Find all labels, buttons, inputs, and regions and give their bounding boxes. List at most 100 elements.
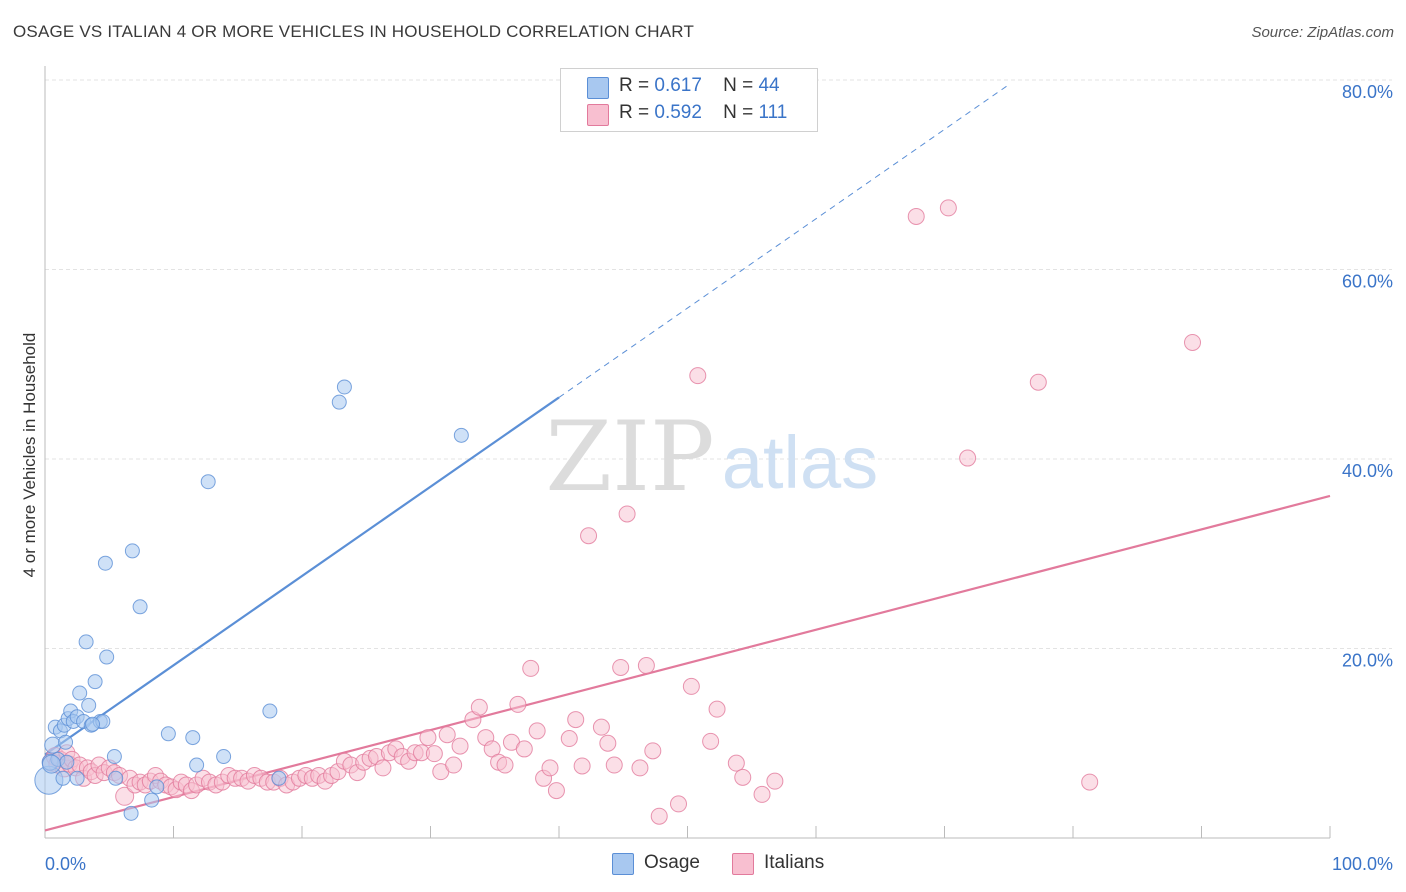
- watermark: ZIP atlas: [545, 401, 878, 513]
- italians-point: [515, 740, 533, 758]
- italians-point: [522, 659, 540, 677]
- y-tick-label: 60.0%: [1342, 272, 1393, 292]
- n-value: 44: [758, 75, 780, 96]
- watermark-zip: ZIP: [545, 401, 714, 513]
- n-label: N =: [723, 102, 754, 123]
- osage-point: [453, 427, 469, 443]
- italians-point: [115, 786, 135, 806]
- italians-point: [907, 207, 925, 225]
- osage-point: [58, 734, 74, 750]
- osage-swatch: [587, 77, 609, 99]
- osage-point: [132, 599, 148, 615]
- italians-point: [1081, 773, 1099, 791]
- osage-point: [336, 379, 352, 395]
- italians-point: [438, 726, 456, 744]
- italians-point: [766, 772, 784, 790]
- osage-point: [85, 716, 101, 732]
- italians-point: [727, 754, 745, 772]
- osage-point: [69, 770, 85, 786]
- chart-title: OSAGE VS ITALIAN 4 OR MORE VEHICLES IN H…: [13, 22, 695, 41]
- axes: [44, 66, 1331, 839]
- italians-point: [599, 734, 617, 752]
- italians-point: [734, 768, 752, 786]
- watermark-atlas: atlas: [722, 421, 878, 504]
- italians-point: [650, 807, 668, 825]
- italians-point: [528, 722, 546, 740]
- n-value: 111: [758, 102, 788, 123]
- osage-point: [124, 543, 140, 559]
- italians-point: [959, 449, 977, 467]
- osage-point: [189, 757, 205, 773]
- data-points: [34, 199, 1202, 825]
- osage-point: [271, 770, 287, 786]
- italians-point: [605, 756, 623, 774]
- osage-point: [123, 805, 139, 821]
- osage-point: [262, 703, 278, 719]
- italians-point: [637, 657, 655, 675]
- italians-point: [541, 759, 559, 777]
- x-tick-label: 100.0%: [1332, 854, 1393, 874]
- osage-point: [81, 697, 97, 713]
- osage-swatch: [612, 853, 634, 875]
- italians-point: [618, 505, 636, 523]
- italians-point: [644, 742, 662, 760]
- chart-source: Source: ZipAtlas.com: [1251, 24, 1394, 41]
- osage-point: [200, 474, 216, 490]
- r-label: R =: [619, 75, 650, 96]
- osage-point: [41, 754, 61, 774]
- italians-point: [939, 199, 957, 217]
- y-tick-label: 20.0%: [1342, 651, 1393, 671]
- osage-point: [78, 634, 94, 650]
- osage-point: [144, 792, 160, 808]
- italians-point: [682, 677, 700, 695]
- osage-label: Osage: [644, 852, 700, 873]
- osage-point: [331, 394, 347, 410]
- italians-point: [612, 658, 630, 676]
- italians-point: [753, 785, 771, 803]
- r-label: R =: [619, 102, 650, 123]
- osage-point: [99, 649, 115, 665]
- italians-point: [547, 782, 565, 800]
- legend-italians-text: R = 0.592 N = 111: [619, 102, 787, 124]
- italians-point: [1029, 373, 1047, 391]
- osage-point: [72, 685, 88, 701]
- grid-lines: [45, 79, 1392, 649]
- osage-point: [59, 754, 75, 770]
- osage-point: [149, 779, 165, 795]
- osage-point: [160, 726, 176, 742]
- stats-legend: R = 0.617 N = 44 R = 0.592 N = 111: [560, 68, 818, 132]
- osage-point: [87, 674, 103, 690]
- italians-point: [567, 711, 585, 729]
- italians-swatch: [587, 104, 609, 126]
- italians-point: [425, 745, 443, 763]
- italians-point: [419, 729, 437, 747]
- italians-point: [573, 757, 591, 775]
- italians-point: [580, 527, 598, 545]
- italians-point: [689, 367, 707, 385]
- r-value: 0.617: [654, 75, 702, 96]
- italians-point: [451, 737, 469, 755]
- italians-point: [470, 698, 488, 716]
- n-label: N =: [723, 75, 754, 96]
- italians-point: [560, 730, 578, 748]
- y-tick-label: 40.0%: [1342, 461, 1393, 481]
- osage-point: [216, 749, 232, 765]
- italians-point: [592, 718, 610, 736]
- italians-label: Italians: [764, 852, 825, 873]
- r-value: 0.592: [654, 102, 702, 123]
- italians-point: [708, 700, 726, 718]
- osage-point: [44, 736, 62, 754]
- italians-point: [631, 759, 649, 777]
- osage-point: [185, 730, 201, 746]
- osage-point: [55, 770, 71, 786]
- x-tick-label: 0.0%: [45, 854, 86, 874]
- y-tick-label: 80.0%: [1342, 82, 1393, 102]
- legend-osage-text: R = 0.617 N = 44: [619, 75, 780, 97]
- italians-point: [496, 756, 514, 774]
- osage-trend-line: [44, 396, 560, 756]
- osage-point: [97, 555, 113, 571]
- italians-point: [374, 759, 392, 777]
- italians-point: [670, 795, 688, 813]
- osage-point: [106, 749, 122, 765]
